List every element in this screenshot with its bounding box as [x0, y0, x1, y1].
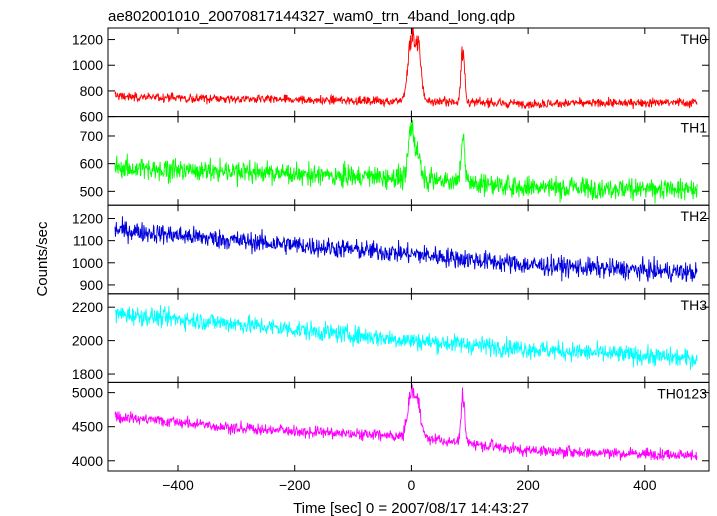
y-tick-label: 2000 [72, 333, 103, 349]
y-tick-label: 700 [80, 128, 104, 144]
y-tick-label: 600 [80, 156, 104, 172]
series-line-th3 [114, 305, 698, 371]
panel-label: TH1 [681, 120, 708, 136]
y-tick-label: 4500 [72, 419, 103, 435]
chart-title: ae802001010_20070817144327_wam0_trn_4ban… [108, 8, 515, 25]
x-tick-label: 200 [516, 477, 540, 493]
panel-frame [107, 204, 710, 295]
y-tick-label: 1000 [72, 57, 103, 73]
y-tick-label: 600 [80, 109, 104, 125]
y-tick-label: 500 [80, 183, 104, 199]
y-axis-label: Counts/sec [34, 221, 51, 297]
series-line-th0123 [114, 384, 698, 461]
series-line-th2 [114, 216, 698, 283]
panel-th1: 500 600 700 TH1 [80, 116, 710, 206]
x-tick-label: −200 [279, 477, 311, 493]
y-tick-label: 1000 [72, 255, 103, 271]
panel-th2: 900 1000 1100 1200 TH2 [72, 204, 710, 295]
x-tick-label: 400 [633, 477, 657, 493]
panels-group: 600 800 1000 1200 TH0 500 600 700 TH1 900 1000 1100… [72, 27, 710, 472]
panel-th0123: 4000 4500 5000 TH0123 [72, 381, 710, 472]
series-line-th0 [114, 28, 698, 110]
panel-th0: 600 800 1000 1200 TH0 [72, 27, 710, 125]
x-axis-label: Time [sec] 0 = 2007/08/17 14:43:27 [293, 500, 529, 516]
panel-label: TH0123 [657, 385, 707, 401]
y-tick-label: 1200 [72, 210, 103, 226]
y-tick-label: 1100 [73, 233, 103, 249]
y-tick-label: 900 [80, 277, 104, 293]
y-tick-label: 1800 [72, 366, 103, 382]
x-tick-label: 0 [408, 477, 416, 493]
y-tick-label: 4000 [72, 453, 103, 469]
y-tick-label: 1200 [72, 32, 103, 48]
panel-label: TH0 [681, 31, 708, 47]
panel-th3: 1800 2000 2200 TH3 [72, 293, 710, 383]
panel-label: TH3 [681, 297, 708, 313]
x-axis-ticks: −400 −200 0 200 400 [162, 477, 656, 493]
panel-label: TH2 [681, 208, 708, 224]
x-tick-label: −400 [162, 477, 194, 493]
series-line-th1 [114, 119, 698, 204]
y-tick-label: 5000 [72, 385, 103, 401]
y-tick-label: 2200 [72, 299, 103, 315]
y-tick-label: 800 [80, 83, 104, 99]
